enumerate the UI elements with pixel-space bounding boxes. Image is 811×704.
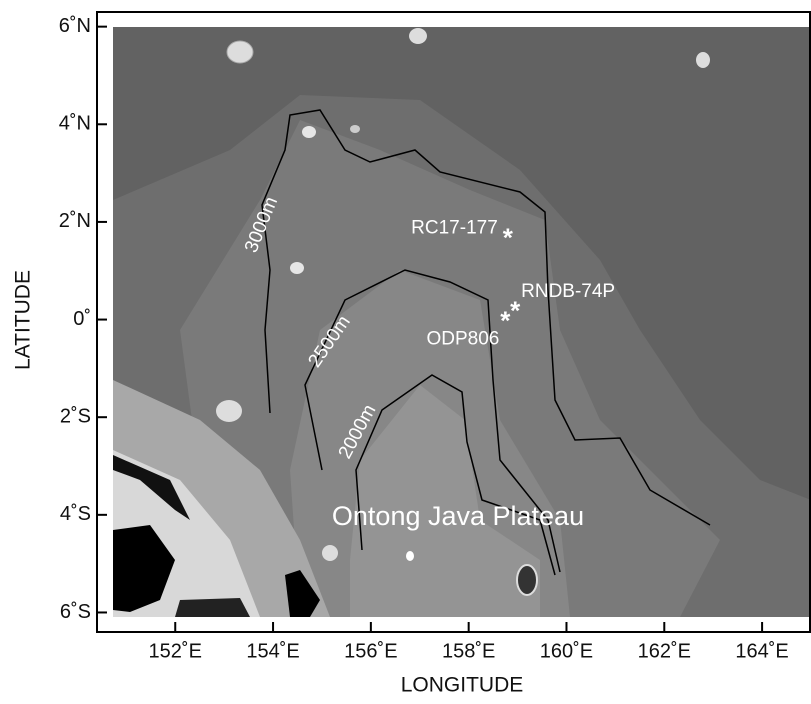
x-tick-label: 154˚E [246, 640, 299, 662]
x-tick-label: 156˚E [344, 640, 397, 662]
x-tick-label: 162˚E [638, 640, 691, 662]
map-figure: 3000m 2500m 2000m Ontong Java Plateau LO… [0, 0, 811, 699]
y-tick-label: 0˚ [73, 308, 91, 330]
y-tick-label: 4˚N [59, 113, 91, 135]
x-tick-label: 158˚E [442, 640, 495, 662]
y-tick-label: 6˚S [60, 601, 91, 623]
x-tick-label: 152˚E [149, 640, 202, 662]
x-tick-label: 160˚E [540, 640, 593, 662]
site-label: ODP806 [426, 329, 499, 350]
y-tick-label: 4˚S [60, 503, 91, 525]
x-axis-label: LONGITUDE [401, 674, 524, 697]
y-tick-label: 6˚N [59, 15, 91, 37]
site-marker: * [500, 305, 511, 335]
y-tick-label: 2˚N [59, 210, 91, 232]
y-axis-label: LATITUDE [12, 270, 35, 370]
site-marker: * [510, 296, 521, 326]
site-label: RC17-177 [411, 218, 498, 239]
site-label: RNDB-74P [521, 281, 615, 302]
y-tick-label: 2˚S [60, 405, 91, 427]
region-label: Ontong Java Plateau [332, 501, 584, 531]
x-tick-label: 164˚E [735, 640, 788, 662]
site-marker: * [503, 222, 514, 252]
